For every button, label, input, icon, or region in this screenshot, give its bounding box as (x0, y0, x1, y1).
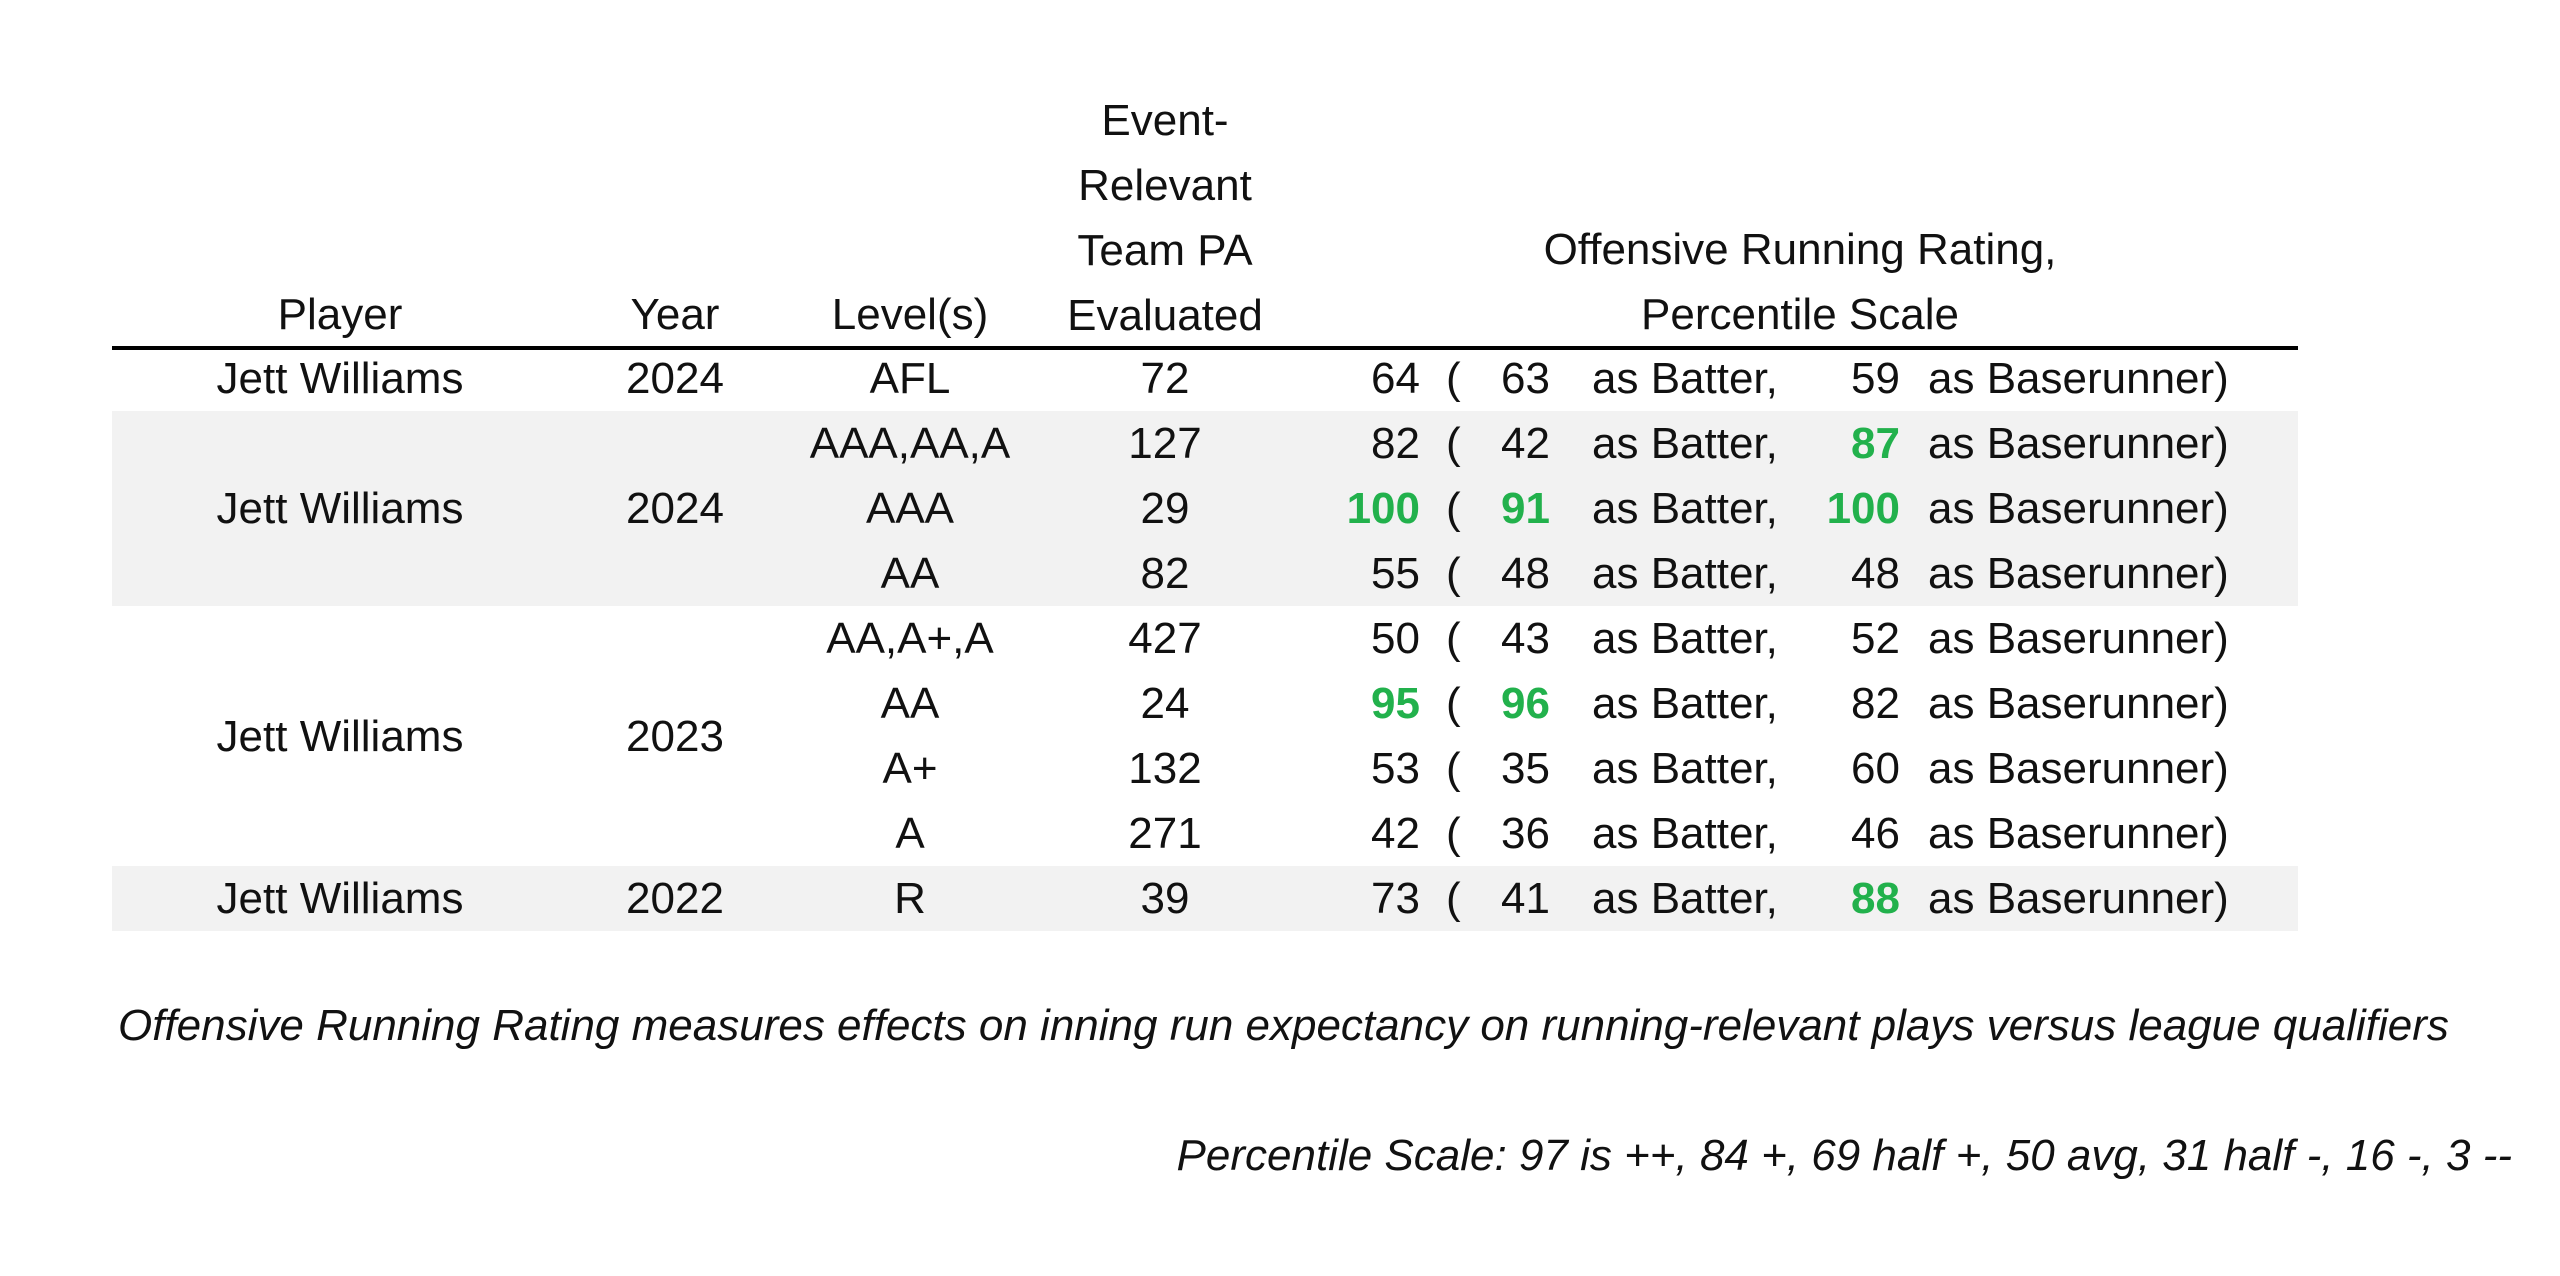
batter-rating: 43 (1501, 614, 1550, 663)
as-baserunner-label: as Baserunner) (1928, 874, 2229, 923)
as-baserunner-label: as Baserunner) (1928, 484, 2229, 533)
group-player: Jett Williams (216, 874, 464, 923)
open-paren: ( (1446, 679, 1461, 728)
group-year: 2023 (626, 712, 724, 761)
team-pa-cell: 82 (1140, 549, 1190, 598)
batter-rating: 42 (1501, 419, 1550, 468)
batter-rating: 41 (1501, 874, 1550, 923)
as-batter-label: as Batter, (1592, 419, 1778, 468)
overall-rating: 95 (1371, 679, 1420, 728)
group-year: 2024 (626, 354, 724, 403)
as-baserunner-label: as Baserunner) (1928, 419, 2229, 468)
as-baserunner-label: as Baserunner) (1928, 549, 2229, 598)
level-cell: A (895, 809, 925, 858)
open-paren: ( (1446, 809, 1461, 858)
header-player: Player (277, 290, 403, 339)
row-band-group-2022 (112, 866, 2298, 931)
overall-rating: 53 (1371, 744, 1420, 793)
baserunner-rating: 52 (1851, 614, 1900, 663)
group-year: 2022 (626, 874, 724, 923)
as-batter-label: as Batter, (1592, 354, 1778, 403)
open-paren: ( (1446, 614, 1461, 663)
team-pa-cell: 72 (1140, 354, 1190, 403)
baserunner-rating: 48 (1851, 549, 1900, 598)
open-paren: ( (1446, 419, 1461, 468)
level-cell: R (894, 874, 926, 923)
as-baserunner-label: as Baserunner) (1928, 744, 2229, 793)
team-pa-cell: 132 (1128, 744, 1202, 793)
as-batter-label: as Batter, (1592, 809, 1778, 858)
baserunner-rating: 46 (1851, 809, 1900, 858)
batter-rating: 48 (1501, 549, 1550, 598)
baserunner-rating: 59 (1851, 354, 1900, 403)
overall-rating: 42 (1371, 809, 1420, 858)
group-year: 2024 (626, 484, 724, 533)
team-pa-cell: 24 (1140, 679, 1190, 728)
header-rule (112, 346, 2298, 350)
header-running-rating: Offensive Running Rating, Percentile Sca… (1543, 225, 2057, 339)
as-baserunner-label: as Baserunner) (1928, 679, 2229, 728)
row-band-group-2024-minors (112, 411, 2298, 606)
open-paren: ( (1446, 549, 1461, 598)
header-levels: Level(s) (831, 290, 989, 339)
footnote: Offensive Running Rating measures effect… (118, 1001, 2449, 1050)
open-paren: ( (1446, 744, 1461, 793)
open-paren: ( (1446, 354, 1461, 403)
as-batter-label: as Batter, (1592, 549, 1778, 598)
baserunner-rating: 82 (1851, 679, 1900, 728)
level-cell: AA (880, 549, 940, 598)
overall-rating: 50 (1371, 614, 1420, 663)
as-baserunner-label: as Baserunner) (1928, 354, 2229, 403)
open-paren: ( (1446, 874, 1461, 923)
batter-rating: 36 (1501, 809, 1550, 858)
team-pa-cell: 127 (1128, 419, 1202, 468)
level-cell: AA (880, 679, 940, 728)
baserunner-rating: 100 (1826, 484, 1900, 533)
scale-note: Percentile Scale: 97 is ++, 84 +, 69 hal… (1176, 1131, 2512, 1180)
baserunner-rating: 88 (1851, 874, 1900, 923)
as-baserunner-label: as Baserunner) (1928, 614, 2229, 663)
level-cell: A+ (882, 744, 938, 793)
overall-rating: 100 (1346, 484, 1420, 533)
batter-rating: 63 (1501, 354, 1550, 403)
header-team-pa: Event- Relevant Team PA Evaluated (1067, 96, 1263, 340)
baserunner-rating: 87 (1851, 419, 1900, 468)
overall-rating: 64 (1371, 354, 1420, 403)
group-player: Jett Williams (216, 354, 464, 403)
team-pa-cell: 39 (1140, 874, 1190, 923)
team-pa-cell: 29 (1140, 484, 1190, 533)
overall-rating: 82 (1371, 419, 1420, 468)
batter-rating: 91 (1501, 484, 1550, 533)
baserunner-rating: 60 (1851, 744, 1900, 793)
group-player: Jett Williams (216, 712, 464, 761)
team-pa-cell: 427 (1128, 614, 1202, 663)
as-batter-label: as Batter, (1592, 484, 1778, 533)
overall-rating: 55 (1371, 549, 1420, 598)
level-cell: AAA (865, 484, 955, 533)
header-year: Year (630, 290, 720, 339)
as-batter-label: as Batter, (1592, 744, 1778, 793)
overall-rating: 73 (1371, 874, 1420, 923)
as-batter-label: as Batter, (1592, 679, 1778, 728)
level-cell: AFL (869, 354, 951, 403)
level-cell: AAA,AA,A (809, 419, 1011, 468)
team-pa-cell: 271 (1128, 809, 1202, 858)
open-paren: ( (1446, 484, 1461, 533)
batter-rating: 35 (1501, 744, 1550, 793)
as-batter-label: as Batter, (1592, 614, 1778, 663)
as-batter-label: as Batter, (1592, 874, 1778, 923)
batter-rating: 96 (1501, 679, 1550, 728)
level-cell: AA,A+,A (826, 614, 994, 663)
as-baserunner-label: as Baserunner) (1928, 809, 2229, 858)
group-player: Jett Williams (216, 484, 464, 533)
